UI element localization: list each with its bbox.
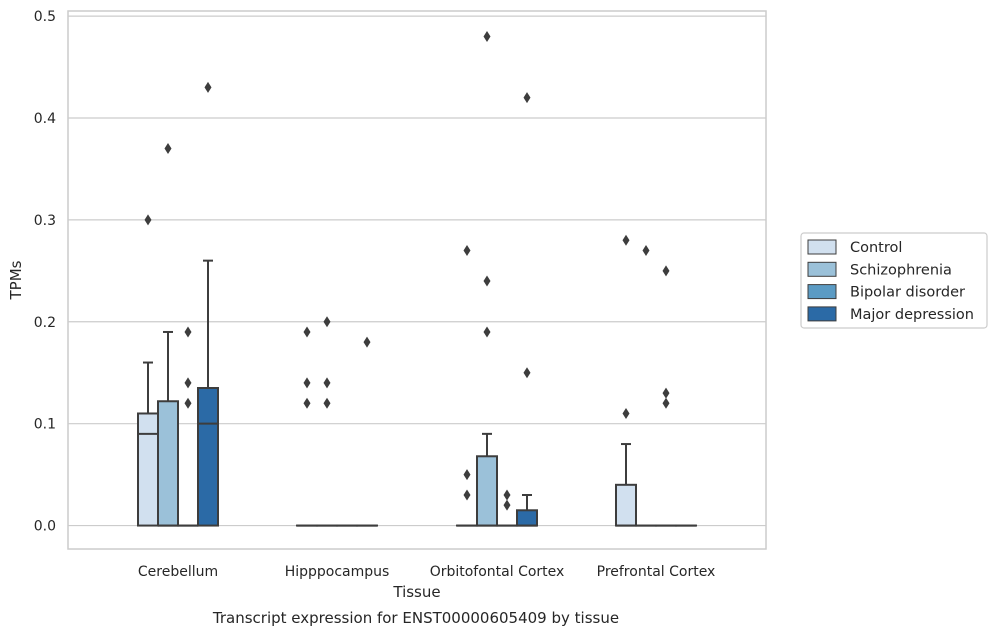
x-tick-label: Cerebellum — [138, 564, 218, 580]
y-tick-label: 0.3 — [34, 213, 56, 229]
outlier-point — [303, 326, 311, 338]
outlier-point — [204, 81, 212, 93]
box-major-depression-2 — [516, 92, 538, 527]
outlier-point — [363, 336, 371, 348]
outlier-point — [463, 469, 471, 481]
x-tick-labels: Cerebellum Hipppocampus Orbitofontal Corte… — [138, 564, 715, 580]
outlier-point — [662, 265, 670, 277]
box-schizophrenia-1 — [316, 316, 338, 527]
box-body — [516, 509, 538, 527]
box-control-1 — [296, 326, 318, 527]
outlier-point — [323, 316, 331, 328]
outlier-point — [323, 377, 331, 389]
box-control-3 — [615, 234, 637, 527]
x-tick-label: Prefrontal Cortex — [597, 564, 716, 580]
outlier-point — [662, 397, 670, 409]
box-schizophrenia-2 — [476, 30, 498, 527]
outlier-point — [483, 326, 491, 338]
outlier-point — [622, 407, 630, 419]
box-body — [615, 483, 637, 527]
box-major-depression-0 — [197, 81, 219, 527]
outlier-point — [184, 397, 192, 409]
box-major-depression-1 — [356, 336, 378, 527]
outlier-point — [303, 397, 311, 409]
box-plots — [137, 30, 697, 527]
box-body — [157, 400, 179, 527]
y-tick-labels: 0.0 0.1 0.2 0.3 0.4 0.5 — [34, 9, 56, 534]
outlier-point — [642, 244, 650, 256]
y-tick-label: 0.2 — [34, 315, 56, 331]
y-axis-label: TPMs — [7, 260, 25, 300]
legend-label: Control — [850, 240, 902, 256]
x-tick-label: Orbitofontal Cortex — [430, 564, 565, 580]
y-tick-label: 0.0 — [34, 519, 56, 535]
legend-box — [800, 232, 988, 329]
y-tick-label: 0.5 — [34, 9, 56, 25]
x-axis-label: Tissue — [392, 583, 440, 601]
outlier-point — [184, 377, 192, 389]
outlier-point — [184, 326, 192, 338]
outlier-point — [662, 387, 670, 399]
box-bipolar-disorder-0 — [177, 326, 199, 527]
outlier-point — [463, 244, 471, 256]
legend-label: Schizophrenia — [850, 262, 952, 278]
outlier-point — [144, 214, 152, 226]
outlier-point — [622, 234, 630, 246]
outlier-point — [483, 30, 491, 42]
x-tick-label: Hipppocampus — [285, 564, 390, 580]
box-bipolar-disorder-3 — [655, 265, 677, 527]
box-schizophrenia-0 — [157, 143, 179, 527]
plot-frame — [67, 10, 767, 550]
outlier-point — [523, 367, 531, 379]
outlier-point — [323, 397, 331, 409]
legend-swatch — [807, 261, 837, 277]
box-bipolar-disorder-2 — [496, 489, 518, 527]
outlier-point — [523, 92, 531, 104]
legend-swatch — [807, 239, 837, 255]
legend-label: Bipolar disorder — [850, 285, 965, 301]
outlier-point — [503, 499, 511, 511]
legend: Control Schizophrenia Bipolar disorder Majo… — [800, 232, 988, 329]
legend-swatch — [807, 306, 837, 322]
box-control-2 — [456, 244, 478, 527]
box-body — [137, 412, 159, 527]
outlier-point — [463, 489, 471, 501]
y-tick-label: 0.4 — [34, 111, 56, 127]
legend-label: Major depression — [850, 307, 974, 323]
outlier-point — [483, 275, 491, 287]
box-body — [197, 387, 219, 527]
chart-caption: Transcript expression for ENST0000060540… — [212, 609, 619, 627]
outlier-point — [303, 377, 311, 389]
box-body — [476, 455, 498, 527]
outlier-point — [503, 489, 511, 501]
outlier-point — [164, 143, 172, 155]
y-tick-label: 0.1 — [34, 417, 56, 433]
legend-swatch — [807, 284, 837, 300]
